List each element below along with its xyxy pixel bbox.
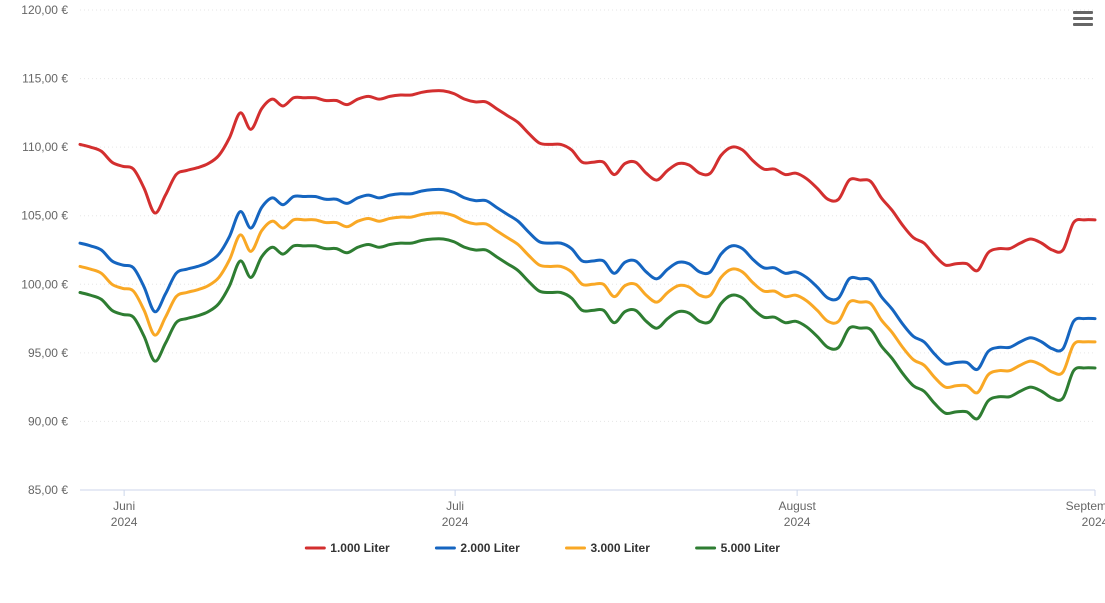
x-axis-sublabel: 2024: [784, 515, 811, 529]
price-chart: 85,00 € 90,00 € 95,00 € 100,00 € 105,00 € 110…: [0, 0, 1105, 603]
x-axis-label: Juli: [446, 499, 464, 513]
x-axis-label: Juni: [113, 499, 135, 513]
y-axis-label: 100,00 €: [21, 277, 68, 291]
y-axis-label: 120,00 €: [21, 3, 68, 17]
series-line[interactable]: [80, 91, 1095, 271]
y-axis-label: 110,00 €: [22, 140, 68, 154]
x-axis-label: September: [1066, 499, 1105, 513]
legend-label[interactable]: 1.000 Liter: [330, 541, 390, 555]
y-axis-label: 90,00 €: [28, 414, 68, 428]
series-line[interactable]: [80, 239, 1095, 419]
y-axis-label: 95,00 €: [28, 346, 68, 360]
y-axis-label: 85,00 €: [28, 483, 68, 497]
x-axis-label: August: [778, 499, 816, 513]
series-line[interactable]: [80, 213, 1095, 393]
x-axis-sublabel: 2024: [442, 515, 469, 529]
y-axis-label: 105,00 €: [21, 209, 68, 223]
x-axis-sublabel: 2024: [111, 515, 138, 529]
x-axis-sublabel: 2024: [1082, 515, 1105, 529]
hamburger-menu-icon[interactable]: [1071, 8, 1095, 30]
y-axis-label: 115,00 €: [22, 72, 68, 86]
legend-label[interactable]: 5.000 Liter: [721, 541, 781, 555]
legend-label[interactable]: 3.000 Liter: [591, 541, 651, 555]
legend-label[interactable]: 2.000 Liter: [460, 541, 520, 555]
chart-svg: 85,00 € 90,00 € 95,00 € 100,00 € 105,00 € 110…: [0, 0, 1105, 603]
